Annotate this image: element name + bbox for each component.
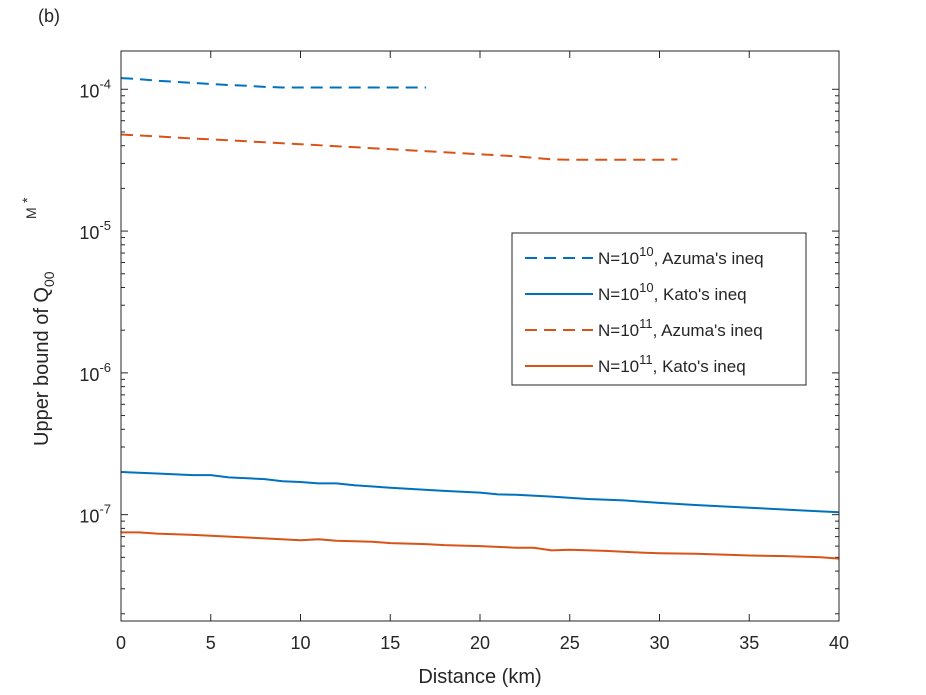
legend-label-4: N=1011, Kato's ineq xyxy=(598,352,746,376)
x-tick-label: 10 xyxy=(290,633,310,653)
legend-label-3: N=1011, Azuma's ineq xyxy=(598,316,763,340)
x-tick-label: 0 xyxy=(116,633,126,653)
y-tick-labels: 10-7 10-6 10-5 10-4 xyxy=(79,76,111,526)
y-axis-label-star: * xyxy=(19,197,35,203)
axes-box xyxy=(120,50,840,622)
y-tick-label: 10-6 xyxy=(79,360,111,385)
series-line-4 xyxy=(121,531,840,560)
y-tick-label: 10-5 xyxy=(79,218,111,243)
panel-label: (b) xyxy=(38,6,60,26)
legend: N=1010, Azuma's ineq N=1010, Kato's ineq N… xyxy=(511,232,807,386)
series-line-1 xyxy=(120,77,427,89)
x-tick-label: 35 xyxy=(739,633,759,653)
y-tick-label: 10-4 xyxy=(79,76,111,101)
x-axis-label: Distance (km) xyxy=(418,666,541,688)
y-axis-label-text: Upper bound of Q00 xyxy=(31,271,57,446)
y-axis-label-sup: M xyxy=(23,207,39,219)
legend-box xyxy=(511,232,807,386)
x-tick-label: 30 xyxy=(649,633,669,653)
y-axis-label-main: Upper bound of Q xyxy=(31,287,53,446)
y-axis-label: Upper bound of Q00 M * xyxy=(19,197,57,446)
x-tick-label: 5 xyxy=(206,633,216,653)
axis-ticks xyxy=(120,51,840,621)
series-line-3 xyxy=(120,133,678,161)
y-axis-label-sub: 00 xyxy=(41,271,57,287)
x-tick-label: 15 xyxy=(380,633,400,653)
legend-label-1: N=1010, Azuma's ineq xyxy=(598,244,764,268)
x-tick-label: 20 xyxy=(470,633,490,653)
x-tick-label: 25 xyxy=(560,633,580,653)
series-layer xyxy=(120,77,840,560)
x-tick-label: 40 xyxy=(829,633,849,653)
y-tick-label: 10-7 xyxy=(79,502,111,527)
x-tick-labels: 0 5 10 15 20 25 30 35 40 xyxy=(116,633,849,653)
series-line-2 xyxy=(120,471,840,514)
legend-label-2: N=1010, Kato's ineq xyxy=(598,280,747,304)
